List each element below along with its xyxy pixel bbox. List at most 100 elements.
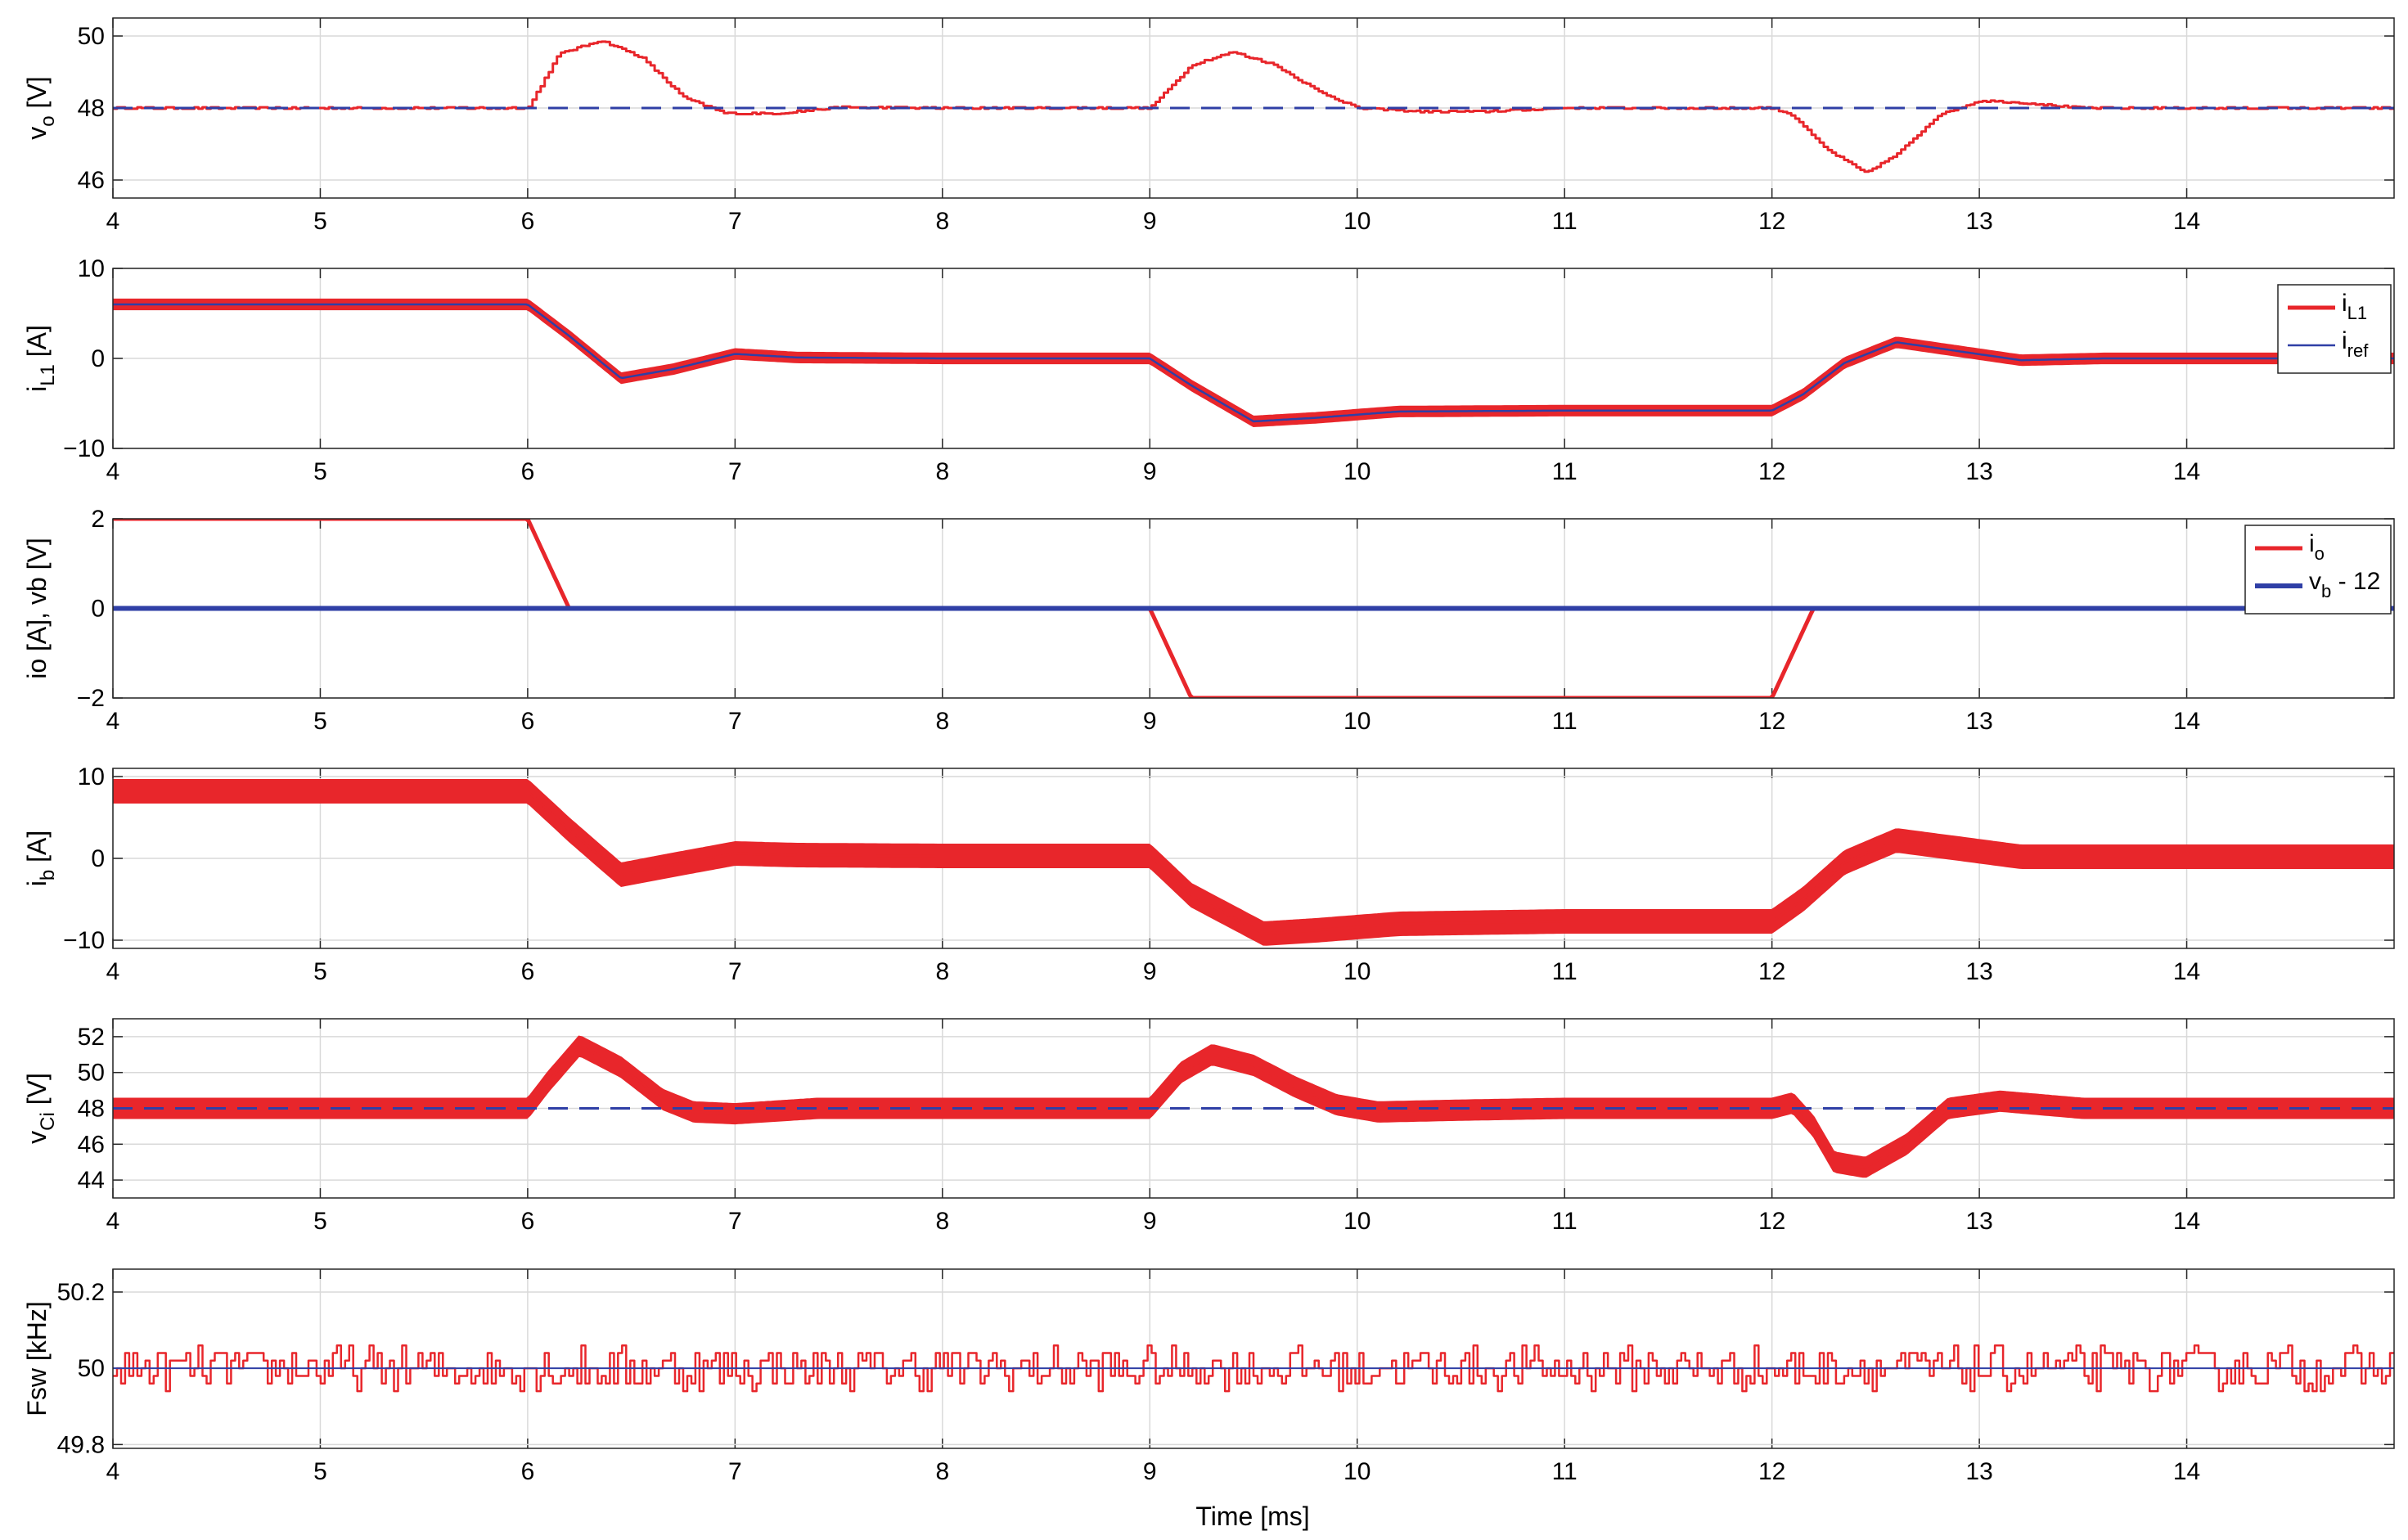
x-tick-label: 9 xyxy=(1143,1208,1157,1235)
x-tick-label: 14 xyxy=(2173,708,2200,735)
plot-box xyxy=(112,1268,2395,1449)
series-1-line xyxy=(113,1344,2394,1393)
x-tick-label: 8 xyxy=(935,208,949,235)
x-tick-label: 14 xyxy=(2173,1458,2200,1485)
x-tick-label: 13 xyxy=(1965,958,1992,985)
legend-suffix: - 12 xyxy=(2331,568,2380,595)
y-label-main: v xyxy=(22,1131,52,1144)
x-tick-label: 6 xyxy=(521,1458,535,1485)
y-tick-label: 46 xyxy=(78,167,105,194)
y-tick-label: 48 xyxy=(78,95,105,122)
y-tick-label: −10 xyxy=(63,927,105,954)
x-tick-label: 4 xyxy=(106,458,120,485)
y-label-subscript: Ci xyxy=(37,1112,59,1131)
plot-box xyxy=(112,17,2395,199)
y-tick-label: 50 xyxy=(78,1060,105,1087)
x-tick-label: 11 xyxy=(1552,958,1578,985)
x-tick-label: 12 xyxy=(1758,708,1785,735)
x-tick-label: 11 xyxy=(1552,458,1578,485)
y-axis-label: vCi [V] xyxy=(22,1073,59,1144)
y-tick-label: 0 xyxy=(91,845,105,872)
x-axis-label: Time [ms] xyxy=(1195,1502,1309,1531)
x-tick-label: 7 xyxy=(728,708,742,735)
x-tick-label: 8 xyxy=(935,958,949,985)
x-tick-label: 6 xyxy=(521,708,535,735)
legend-subscript: ref xyxy=(2347,340,2370,361)
x-tick-label: 13 xyxy=(1965,1208,1992,1235)
x-tick-label: 10 xyxy=(1344,208,1371,235)
series-group xyxy=(113,40,2394,173)
y-label-subscript: b xyxy=(37,870,59,880)
x-tick-label: 11 xyxy=(1552,1458,1578,1485)
series-2-line xyxy=(113,303,2394,423)
series-group xyxy=(113,1035,2394,1178)
x-tick-label: 4 xyxy=(106,958,120,985)
plot-box xyxy=(112,518,2395,699)
x-tick-label: 14 xyxy=(2173,1208,2200,1235)
y-tick-label: 2 xyxy=(91,506,105,533)
y-label-unit: [A] xyxy=(22,325,52,364)
x-tick-label: 7 xyxy=(728,458,742,485)
x-tick-label: 11 xyxy=(1552,208,1578,235)
series-group xyxy=(113,1344,2394,1393)
x-tick-label: 12 xyxy=(1758,958,1785,985)
y-tick-label: 46 xyxy=(78,1131,105,1158)
x-tick-label: 7 xyxy=(728,958,742,985)
y-label-unit: [V] xyxy=(22,76,52,115)
x-tick-label: 12 xyxy=(1758,458,1785,485)
y-label-main: io [A], vb [V] xyxy=(22,538,52,679)
x-tick-label: 10 xyxy=(1344,958,1371,985)
series-group xyxy=(113,779,2394,946)
legend-main: i xyxy=(2342,290,2347,317)
x-tick-label: 4 xyxy=(106,1458,120,1485)
legend-subscript: o xyxy=(2315,543,2325,564)
x-tick-label: 5 xyxy=(313,708,327,735)
x-tick-label: 7 xyxy=(728,208,742,235)
legend: io vb - 12 xyxy=(2244,525,2392,615)
x-tick-label: 9 xyxy=(1143,958,1157,985)
x-tick-label: 7 xyxy=(728,1208,742,1235)
legend-box xyxy=(2277,284,2392,374)
x-tick-label: 5 xyxy=(313,1458,327,1485)
x-tick-label: 8 xyxy=(935,1208,949,1235)
x-tick-label: 12 xyxy=(1758,1208,1785,1235)
x-tick-label: 12 xyxy=(1758,208,1785,235)
subplot-5: 4 5 6 7 8 9 10 11 12 13 14 44 46 48 50 52 vCi [V] xyxy=(22,1018,2395,1235)
x-tick-label: 11 xyxy=(1552,1208,1578,1235)
legend-entry-1: io xyxy=(2309,530,2325,564)
x-tick-label: 9 xyxy=(1143,208,1157,235)
x-tick-label: 10 xyxy=(1344,708,1371,735)
x-tick-label: 4 xyxy=(106,708,120,735)
y-axis-label: Fsw [kHz] xyxy=(22,1301,52,1416)
y-label-main: i xyxy=(22,880,52,886)
x-tick-label: 8 xyxy=(935,1458,949,1485)
series-1-ripple-band xyxy=(113,779,2394,946)
x-tick-label: 8 xyxy=(935,708,949,735)
x-tick-label: 11 xyxy=(1552,708,1578,735)
y-tick-label: −2 xyxy=(77,685,105,712)
x-tick-label: 14 xyxy=(2173,958,2200,985)
legend-subscript: L1 xyxy=(2347,303,2367,323)
y-tick-label: 49.8 xyxy=(57,1431,105,1458)
x-tick-label: 9 xyxy=(1143,708,1157,735)
x-tick-label: 5 xyxy=(313,458,327,485)
x-tick-label: 6 xyxy=(521,458,535,485)
y-tick-label: −10 xyxy=(63,435,105,462)
plot-box xyxy=(112,768,2395,949)
x-tick-label: 10 xyxy=(1344,458,1371,485)
y-tick-label: 52 xyxy=(78,1024,105,1051)
legend-entry-2: iref xyxy=(2342,327,2369,361)
legend-main: v xyxy=(2309,568,2321,595)
y-tick-label: 50 xyxy=(78,23,105,50)
x-tick-label: 13 xyxy=(1965,458,1992,485)
x-tick-label: 14 xyxy=(2173,458,2200,485)
y-label-subscript: L1 xyxy=(37,364,59,386)
legend-subscript: b xyxy=(2321,581,2331,601)
x-tick-label: 14 xyxy=(2173,208,2200,235)
series-1-line xyxy=(113,790,2394,935)
x-tick-label: 4 xyxy=(106,1208,120,1235)
y-axis-label: iL1 [A] xyxy=(22,325,59,392)
legend: iL1 iref xyxy=(2277,284,2392,374)
x-tick-label: 9 xyxy=(1143,1458,1157,1485)
